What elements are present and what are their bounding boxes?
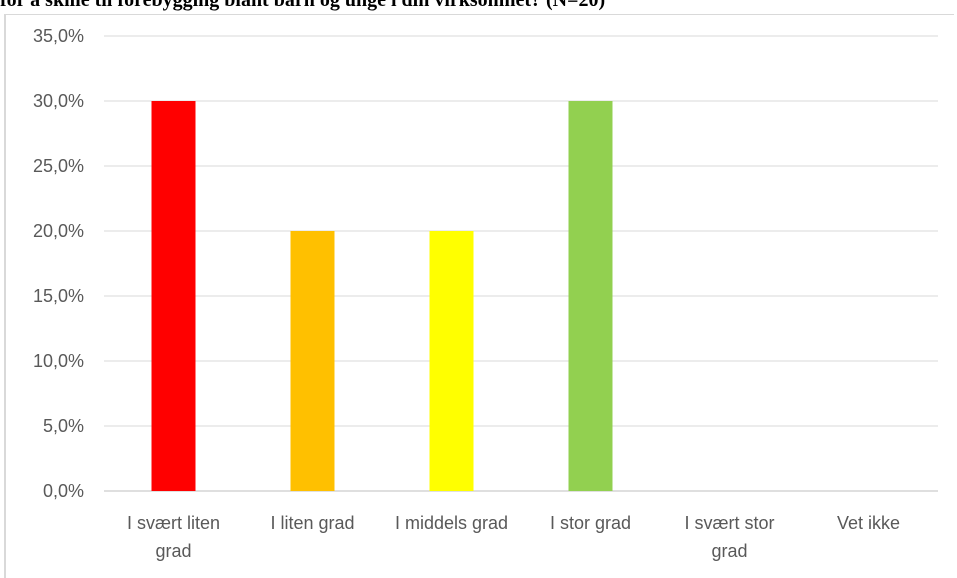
x-category-label: Vet ikke	[837, 513, 900, 533]
x-axis-labels: I svært liten grad I liten grad I middels g…	[127, 513, 900, 561]
y-tick-label: 15,0%	[33, 286, 84, 306]
chart-frame	[4, 14, 954, 578]
x-category-label: I liten grad	[270, 513, 354, 533]
gridlines	[104, 35, 938, 492]
chart-title: for å skille til forebygging blant barn …	[0, 0, 606, 11]
x-category-label: I middels grad	[395, 513, 508, 533]
bar-3	[429, 231, 474, 491]
x-category-label: I svært stor grad	[684, 513, 774, 561]
y-axis-ticks: 0,0% 5,0% 10,0% 15,0% 20,0% 25,0% 30,0% 35,0%	[33, 26, 84, 501]
bar-1	[151, 101, 196, 491]
y-tick-label: 35,0%	[33, 26, 84, 46]
bars	[151, 101, 613, 491]
y-tick-label: 0,0%	[43, 481, 84, 501]
x-category-label: I svært liten grad	[127, 513, 220, 561]
bar-2	[290, 231, 335, 491]
y-tick-label: 10,0%	[33, 351, 84, 371]
x-category-label: I stor grad	[550, 513, 631, 533]
y-tick-label: 30,0%	[33, 91, 84, 111]
y-tick-label: 25,0%	[33, 156, 84, 176]
y-tick-label: 5,0%	[43, 416, 84, 436]
bar-4	[568, 101, 613, 491]
y-tick-label: 20,0%	[33, 221, 84, 241]
